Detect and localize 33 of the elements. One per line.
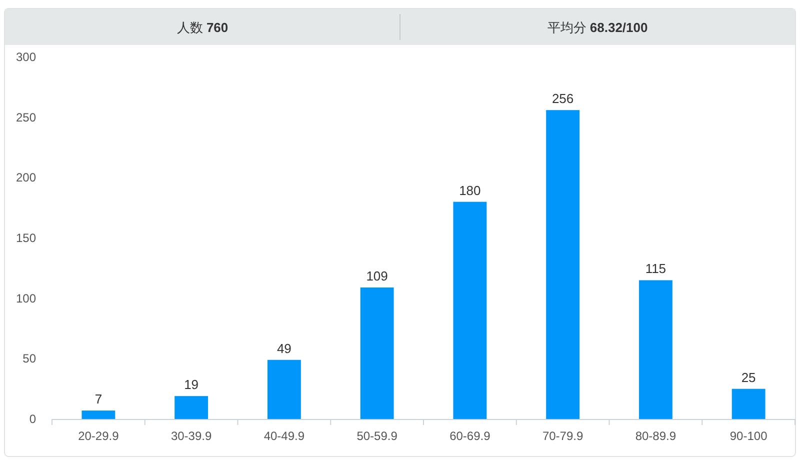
x-tick-label: 80-89.9 [635,429,676,443]
x-tick-label: 60-69.9 [450,429,491,443]
y-tick-label: 100 [16,291,36,306]
y-tick-label: 200 [16,170,36,185]
x-tick-label: 20-29.9 [78,429,120,443]
x-tick-label: 70-79.9 [542,429,584,443]
x-tick-label: 50-59.9 [356,429,398,443]
y-tick-label: 300 [16,50,36,64]
title: 人数 760 [176,20,228,35]
data-label: 25 [741,370,756,385]
y-tick-label: 0 [29,412,36,426]
y-tick-label: 250 [16,110,36,124]
x-tick-label: 90-100 [730,429,768,443]
bar [453,202,487,419]
data-label: 19 [184,377,199,392]
bar [82,410,116,419]
data-label: 109 [366,268,388,284]
data-label: 256 [552,91,574,106]
x-tick-label: 30-39.9 [170,429,212,443]
bar [174,396,208,419]
data-label: 180 [459,182,481,198]
data-label: 115 [645,261,666,276]
subtitle: 平均分 68.32/100 [547,20,648,35]
y-tick-label: 50 [22,352,36,366]
x-tick-label: 40-49.9 [264,429,305,443]
y-tick-label: 150 [16,231,36,245]
bar [360,287,394,419]
data-label: 7 [94,392,102,407]
data-label: 49 [276,340,292,356]
bar [732,388,766,419]
bar [267,360,301,419]
bar [546,110,580,419]
bar [638,280,672,419]
